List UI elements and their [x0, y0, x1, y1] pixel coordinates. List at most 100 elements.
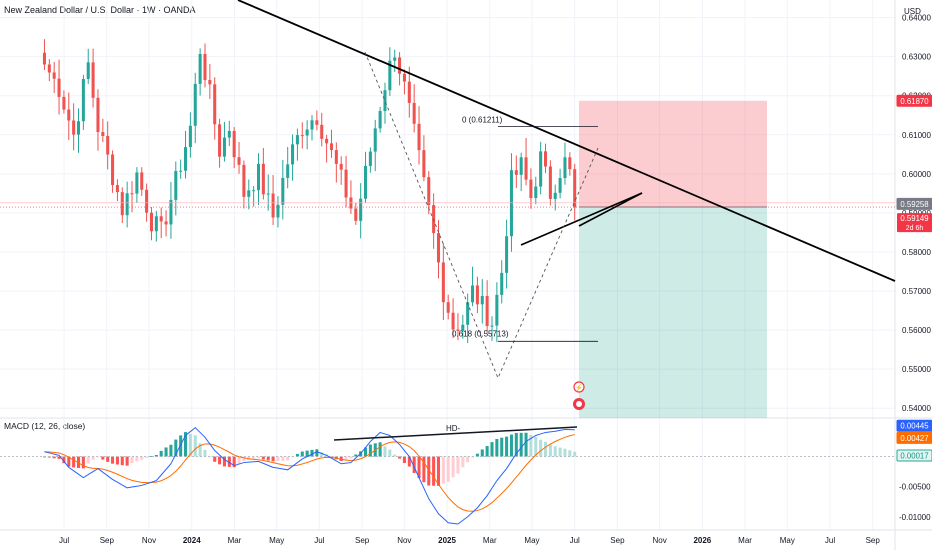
- macd-hist-bar: [310, 449, 314, 457]
- candle-body: [222, 137, 226, 157]
- time-tick-label: Nov: [653, 536, 667, 545]
- candle-body: [256, 163, 261, 191]
- time-tick-label: Mar: [483, 536, 497, 545]
- take-profit-zone: [579, 207, 767, 418]
- macd-hist-bar: [461, 456, 465, 468]
- candle-body: [480, 295, 484, 305]
- macd-hist-bar: [471, 456, 475, 458]
- candle-body: [237, 157, 241, 165]
- candle-body: [81, 79, 85, 122]
- candle-body: [96, 97, 100, 133]
- macd-hist-bar: [383, 446, 387, 457]
- candlestick-series: [42, 39, 577, 344]
- candle-body: [286, 164, 290, 178]
- price-tick-label: 0.55000: [902, 365, 931, 374]
- macd-hist-bar: [466, 456, 470, 463]
- macd-hist-bar: [276, 456, 280, 461]
- candle-body: [490, 325, 494, 327]
- candle-body: [67, 109, 71, 121]
- candle-body: [140, 172, 144, 190]
- rising-wedge-line: [520, 192, 643, 246]
- macd-hist-bar: [106, 456, 110, 462]
- macd-hist-bar: [524, 432, 528, 457]
- candle-body: [179, 170, 183, 172]
- stop-loss-zone: [579, 100, 767, 208]
- lightning-event-icon: [573, 381, 585, 393]
- macd-hist-bar: [247, 456, 251, 460]
- macd-hist-bar: [140, 456, 144, 460]
- macd-value-label: 0.00445: [900, 422, 929, 431]
- macd-hist-bar: [573, 451, 577, 457]
- macd-hist-bar: [363, 447, 368, 457]
- price-tick-label: 0.61000: [902, 131, 931, 140]
- candle-body: [573, 169, 577, 208]
- macd-hist-bar: [227, 456, 231, 467]
- candle-body: [266, 193, 270, 195]
- candle-body: [300, 135, 304, 137]
- macd-hist-bar: [490, 442, 494, 457]
- macd-hist-bar: [149, 456, 153, 458]
- candle-body: [359, 198, 363, 221]
- macd-hist-bar: [154, 454, 158, 457]
- time-tick-label: Jul: [59, 536, 69, 545]
- candle-body: [500, 272, 504, 295]
- candle-body: [422, 150, 426, 178]
- candle-body: [417, 123, 421, 151]
- candle-body: [495, 294, 499, 326]
- candle-body: [475, 285, 479, 305]
- macd-hist-bar: [115, 456, 119, 465]
- candle-body: [42, 52, 46, 65]
- current-price-label: 0.59149: [900, 214, 928, 223]
- candle-body: [310, 120, 314, 130]
- time-tick-label: Jul: [570, 536, 580, 545]
- macd-hist-bar: [47, 456, 51, 458]
- macd-hist-bar: [432, 456, 436, 486]
- macd-hist-bar: [300, 451, 304, 457]
- candle-body: [188, 125, 192, 148]
- macd-hist-bar: [505, 436, 509, 457]
- macd-hist-bar: [57, 456, 61, 459]
- macd-hist-bar: [101, 456, 105, 460]
- currency-label[interactable]: USD: [904, 7, 921, 16]
- macd-hist-bar: [402, 456, 406, 464]
- price-tick-label: 0.58000: [902, 248, 931, 257]
- candle-body: [320, 124, 324, 139]
- macd-hist-bar: [344, 456, 348, 460]
- macd-hist-bar: [159, 450, 163, 457]
- candle-body: [407, 81, 411, 103]
- candle-body: [193, 83, 197, 126]
- candle-body: [111, 154, 115, 186]
- candle-body: [456, 329, 460, 331]
- macd-hist-bar: [378, 442, 382, 457]
- candle-body: [252, 190, 256, 192]
- candle-body: [558, 178, 562, 193]
- stop-price-label: 0.61870: [900, 97, 929, 106]
- macd-hist-bar: [514, 432, 518, 457]
- macd-hist-bar: [539, 439, 543, 457]
- macd-line: [44, 426, 575, 525]
- macd-indicator-label[interactable]: MACD (12, 26, close): [4, 421, 86, 431]
- macd-hist-bar: [485, 446, 489, 457]
- candle-body: [373, 128, 377, 152]
- macd-hist-bar: [305, 450, 309, 457]
- macd-hist-bar: [271, 456, 275, 462]
- candle-body: [154, 216, 158, 232]
- candle-body: [344, 169, 348, 198]
- candle-body: [441, 262, 445, 303]
- candle-body: [291, 144, 295, 165]
- macd-hist-bar: [125, 456, 129, 466]
- candle-body: [446, 302, 450, 313]
- candle-body: [334, 150, 338, 164]
- macd-tick-label: -0.00500: [899, 483, 931, 492]
- macd-hist-bar: [62, 456, 66, 464]
- candle-body: [164, 221, 168, 225]
- candle-body: [101, 132, 105, 136]
- candle-body: [76, 121, 81, 135]
- macd-hist-bar: [242, 456, 246, 462]
- macd-hist-bar: [534, 436, 538, 457]
- candle-body: [363, 165, 368, 199]
- macd-hist-bar: [446, 456, 450, 482]
- candle-body: [47, 64, 51, 73]
